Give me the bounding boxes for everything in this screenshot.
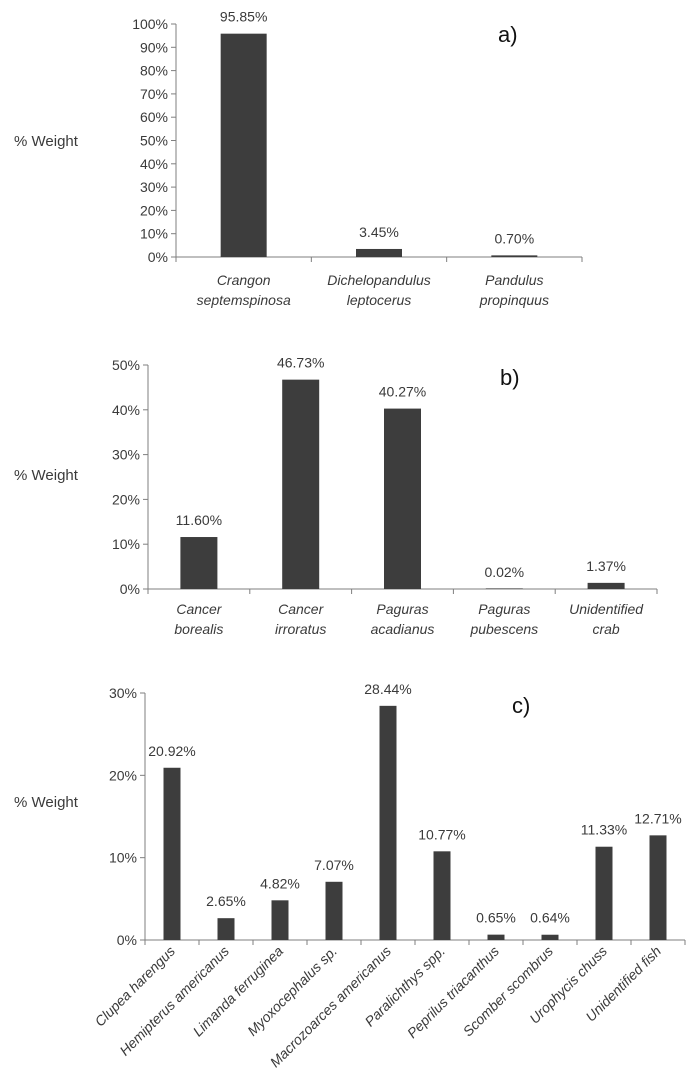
data-label: 40.27% <box>379 384 426 400</box>
category-label: Myoxocephalus sp. <box>244 943 340 1039</box>
category-label: propinquus <box>479 292 549 308</box>
y-axis-label: % Weight <box>14 133 79 150</box>
y-tick-label: 10% <box>112 536 140 552</box>
bar <box>325 881 343 940</box>
category-label: Peprilus triacanthus <box>404 943 502 1041</box>
category-label: Paguras <box>376 601 428 617</box>
y-tick-label: 20% <box>109 767 137 783</box>
data-label: 95.85% <box>220 9 267 25</box>
category-label: Scomber scombrus <box>460 943 557 1040</box>
bar <box>587 582 625 589</box>
bar <box>180 537 218 589</box>
category-label: Hemipterus americanus <box>116 943 232 1059</box>
data-label: 0.02% <box>484 564 524 580</box>
y-tick-label: 20% <box>140 202 168 218</box>
bar <box>491 255 538 257</box>
y-axis-label: % Weight <box>14 467 79 484</box>
data-label: 3.45% <box>359 224 399 240</box>
data-label: 11.60% <box>176 512 222 528</box>
category-label: irroratus <box>275 621 326 637</box>
category-label: Pandulus <box>485 272 543 288</box>
bar <box>163 767 181 940</box>
y-tick-label: 0% <box>117 932 137 948</box>
y-tick-label: 70% <box>140 86 168 102</box>
bar <box>649 835 667 940</box>
bar <box>217 918 235 940</box>
category-label: pubescens <box>469 621 538 637</box>
category-label: Cancer <box>176 601 222 617</box>
y-tick-label: 40% <box>112 402 140 418</box>
category-label: borealis <box>174 621 223 637</box>
bar <box>487 934 505 940</box>
category-label: septemspinosa <box>197 292 291 308</box>
y-tick-label: 20% <box>112 491 140 507</box>
bar <box>433 851 451 940</box>
data-label: 7.07% <box>314 857 354 873</box>
data-label: 0.64% <box>530 910 570 926</box>
chart-panel-b: 0% 10% 20% 30% 40% 50% % Weight b) 11.60% Cancer b… <box>14 355 658 637</box>
y-tick-label: 10% <box>140 226 168 242</box>
bar <box>220 33 267 258</box>
y-tick-label: 50% <box>140 133 168 149</box>
y-tick-label: 80% <box>140 63 168 79</box>
bar <box>384 408 421 589</box>
bar <box>379 705 397 940</box>
category-label: Crangon <box>217 272 271 288</box>
y-tick-label: 30% <box>140 179 168 195</box>
category-label: Unidentified <box>569 601 644 617</box>
y-tick-label: 10% <box>109 850 137 866</box>
y-tick-label: 30% <box>109 685 137 701</box>
y-tick-label: 30% <box>112 447 140 463</box>
data-label: 0.70% <box>494 230 534 246</box>
data-label: 1.37% <box>586 558 626 574</box>
bar <box>541 934 559 940</box>
y-tick-label: 40% <box>140 156 168 172</box>
data-label: 20.92% <box>148 743 195 759</box>
data-label: 28.44% <box>364 681 411 697</box>
panel-label: c) <box>512 693 530 718</box>
data-label: 46.73% <box>277 355 324 371</box>
y-tick-label: 0% <box>148 249 168 265</box>
category-label: acadianus <box>371 621 435 637</box>
data-label: 12.71% <box>634 810 681 826</box>
category-label: Paguras <box>478 601 530 617</box>
y-tick-label: 100% <box>132 16 168 32</box>
y-tick-label: 0% <box>120 581 140 597</box>
category-label: Cancer <box>278 601 324 617</box>
y-tick-label: 90% <box>140 39 168 55</box>
bar <box>282 379 320 589</box>
bar <box>595 846 613 940</box>
panel-label: b) <box>500 365 520 390</box>
category-label: Dichelopandulus <box>327 272 431 288</box>
bar <box>356 248 402 257</box>
data-label: 10.77% <box>418 826 465 842</box>
chart-panel-a: 0% 10% 20% 30% 40% 50% 60% 70% 80% 90% 100% % Weigh… <box>14 9 583 308</box>
y-axis-label: % Weight <box>14 794 79 811</box>
data-label: 2.65% <box>206 893 246 909</box>
data-label: 11.33% <box>581 822 627 838</box>
data-label: 0.65% <box>476 910 516 926</box>
bar <box>271 900 289 940</box>
category-label: crab <box>592 621 619 637</box>
y-tick-label: 60% <box>140 109 168 125</box>
category-label: leptocerus <box>347 292 412 308</box>
y-tick-label: 50% <box>112 357 140 373</box>
category-label: Limanda ferruginea <box>190 943 287 1040</box>
data-label: 4.82% <box>260 875 300 891</box>
bar <box>485 588 523 589</box>
panel-label: a) <box>498 22 518 47</box>
